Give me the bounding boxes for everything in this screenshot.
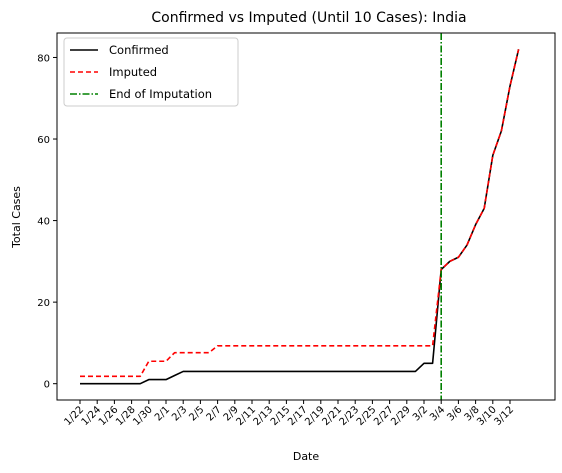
x-tick-label: 2/5 — [187, 404, 206, 423]
x-tick-label: 3/12 — [492, 404, 516, 428]
x-tick-label: 3/6 — [445, 404, 464, 423]
legend-label-confirmed: Confirmed — [109, 43, 169, 57]
chart-title: Confirmed vs Imputed (Until 10 Cases): I… — [151, 10, 466, 26]
x-tick-label: 2/7 — [205, 404, 224, 423]
x-tick-label: 2/29 — [389, 404, 413, 428]
legend-label-end-of-imputation: End of Imputation — [109, 87, 212, 101]
x-tick-label: 3/4 — [428, 404, 447, 423]
x-axis-label: Date — [293, 450, 320, 463]
x-tick-label: 3/2 — [411, 404, 430, 423]
y-axis-label: Total Cases — [10, 186, 23, 249]
plot-frame — [56, 32, 556, 401]
y-tick-label: 80 — [37, 53, 50, 64]
series-line-imputed — [80, 49, 520, 378]
plot-area — [80, 33, 520, 400]
x-tick-label: 2/1 — [153, 404, 172, 423]
y-tick-label: 60 — [37, 135, 50, 146]
y-tick-label: 20 — [37, 298, 50, 309]
y-tick-label: 40 — [37, 217, 50, 228]
legend-box — [63, 37, 239, 107]
x-tick-label: 2/3 — [170, 404, 189, 423]
legend: Confirmed Imputed End of Imputation — [63, 37, 239, 107]
legend-label-imputed: Imputed — [109, 65, 157, 79]
y-tick-label: 0 — [44, 380, 50, 391]
x-tick-label: 1/30 — [131, 404, 155, 428]
